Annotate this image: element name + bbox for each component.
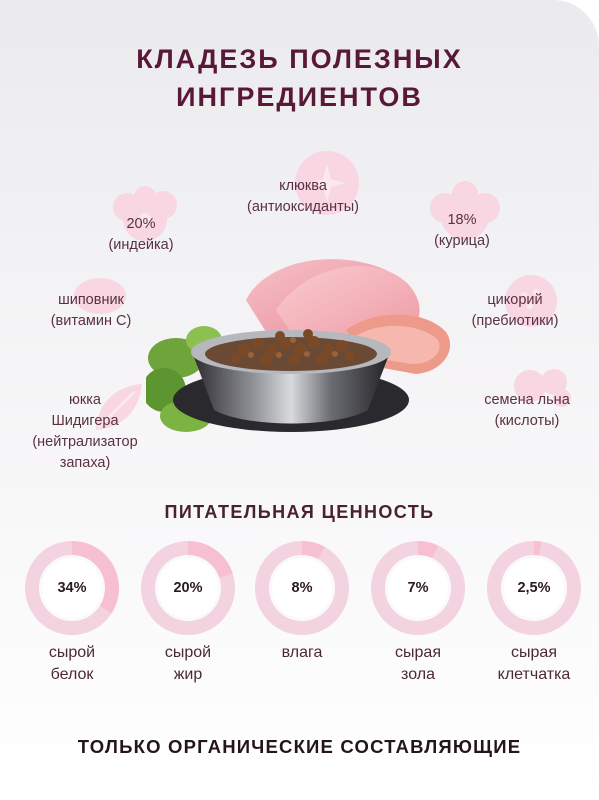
ring-label: влага <box>242 642 362 664</box>
ingredient-name: шиповник <box>58 292 124 308</box>
ring-fill <box>371 541 465 635</box>
ingredient-line: запаха) <box>59 455 111 471</box>
ring-label: сырая клетчатка <box>474 642 594 686</box>
ingredient-chicken: 18% (курица) <box>412 210 512 252</box>
flower-icon <box>430 181 500 240</box>
apple-icon <box>505 275 557 327</box>
ring-value: 34% <box>57 580 87 596</box>
ingredient-name: цикорий <box>487 292 543 308</box>
ingredient-chicory: цикорий (пребиотики) <box>448 290 582 332</box>
organic-title: ТОЛЬКО ОРГАНИЧЕСКИЕ СОСТАВЛЯЮЩИЕ <box>77 736 522 757</box>
ingredient-name: семена льна <box>484 392 570 408</box>
ingredient-line: (нейтрализатор <box>32 434 138 450</box>
flower-icon <box>113 186 177 241</box>
ring-value: 2,5% <box>517 580 551 596</box>
nutrition-ring: 7% <box>368 538 468 638</box>
ring-label-line: зола <box>401 666 435 683</box>
sparkle-icon <box>295 151 359 215</box>
ring-label-line: сырой <box>48 644 96 661</box>
ingredient-note: (кислоты) <box>494 413 560 429</box>
ingredient-line: Шидигера <box>51 413 119 429</box>
ring-label-line: сырой <box>164 644 212 661</box>
ring-label-line: жир <box>173 666 203 683</box>
nutrition-ring: 20% <box>138 538 238 638</box>
page-title-line2: ИНГРЕДИЕНТОВ <box>176 82 423 112</box>
nutrition-ring: 2,5% <box>484 538 584 638</box>
ring-fill <box>487 541 581 635</box>
ingredient-name: 20% <box>126 216 156 232</box>
ring-label: сырой жир <box>128 642 248 686</box>
nutrition-ring: 34% <box>22 538 122 638</box>
ring-label: сырая зола <box>358 642 478 686</box>
ring-fill <box>255 541 349 635</box>
ring-value: 8% <box>291 580 313 596</box>
ring-label: сырой белок <box>12 642 132 686</box>
ingredient-cranberry: клюква (антиоксиданты) <box>220 176 386 218</box>
nutrition-ring: 8% <box>252 538 352 638</box>
ingredient-note: (антиоксиданты) <box>247 199 359 215</box>
ring-value: 7% <box>407 580 429 596</box>
ring-label-line: сырая <box>511 644 557 661</box>
ingredient-line: юкка <box>69 392 101 408</box>
ingredient-note: (витамин С) <box>50 313 132 329</box>
ingredient-note: (пребиотики) <box>471 313 559 329</box>
ring-fill <box>25 541 119 635</box>
page-title-line1: КЛАДЕЗЬ ПОЛЕЗНЫХ <box>136 44 463 74</box>
ingredient-note: (индейка) <box>108 237 174 253</box>
cloud-icon <box>74 278 126 314</box>
ingredient-rosehip: шиповник (витамин С) <box>36 290 146 332</box>
nutrition-title: ПИТАТЕЛЬНАЯ ЦЕННОСТЬ <box>164 502 435 522</box>
food-bowl-illustration <box>146 259 451 432</box>
ring-fill <box>141 541 235 635</box>
ingredient-note: (курица) <box>434 233 490 249</box>
ring-value: 20% <box>173 580 203 596</box>
strawberry-icon <box>514 369 571 407</box>
ring-label-line: белок <box>50 666 94 683</box>
ingredient-name: 18% <box>447 212 477 228</box>
ring-label-line: влага <box>281 644 323 661</box>
ring-label-line: сырая <box>395 644 441 661</box>
ingredient-yucca: юкка Шидигера (нейтрализатор запаха) <box>10 390 160 474</box>
ingredient-turkey: 20% (индейка) <box>86 214 196 256</box>
ingredient-name: клюква <box>279 178 327 194</box>
ring-label-line: клетчатка <box>497 666 571 683</box>
ingredient-flax: семена льна (кислоты) <box>460 390 594 432</box>
leaf-icon <box>96 384 142 430</box>
